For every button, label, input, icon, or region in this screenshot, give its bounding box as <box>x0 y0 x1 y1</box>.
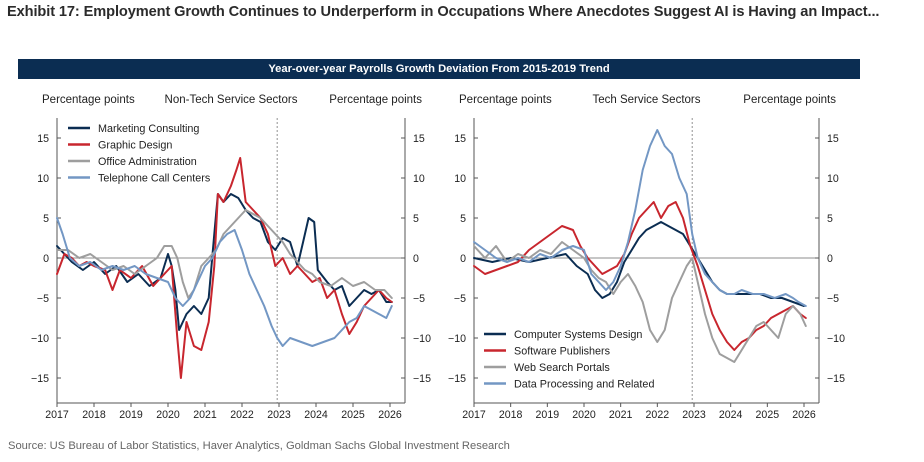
panel2-xtick-label: 2026 <box>792 409 816 421</box>
panel1-xtick-label: 2022 <box>230 409 254 421</box>
panel2-legend-label: Computer Systems Design <box>514 329 642 341</box>
panel1-ytick-label-left: 10 <box>37 173 49 185</box>
panel2-ytick-label-right: 15 <box>827 133 839 145</box>
panel2-ytick-label-left: 15 <box>454 133 466 145</box>
panel1-ytick-label-right: 5 <box>413 213 419 225</box>
panel2-xtick-label: 2017 <box>462 409 486 421</box>
exhibit-title: Exhibit 17: Employment Growth Continues … <box>7 4 880 20</box>
panel2-ylabel-left: Percentage points <box>459 94 552 106</box>
panel2-ytick-label-left: −5 <box>454 293 466 305</box>
panel1-ylabel-left: Percentage points <box>42 94 135 106</box>
panel2-ytick-label-left: 5 <box>460 213 466 225</box>
panel2-ytick-label-left: −15 <box>448 373 466 385</box>
panel1-series-office-administration <box>56 209 393 299</box>
panel2-xtick-label: 2023 <box>682 409 706 421</box>
panel1-ytick-label-right: −5 <box>413 293 425 305</box>
panel1-legend-label: Office Administration <box>98 156 197 168</box>
panel2-xtick-label: 2019 <box>536 409 560 421</box>
panel1-ytick-label-left: −10 <box>31 333 49 345</box>
panel2-legend-label: Data Processing and Related <box>514 379 654 391</box>
panel1-xtick-label: 2023 <box>267 409 291 421</box>
panel1-ylabel-right: Percentage points <box>329 94 422 106</box>
panel2-xtick-label: 2022 <box>646 409 670 421</box>
panel1-ytick-label-left: 0 <box>43 253 49 265</box>
panel1-ytick-label-right: 0 <box>413 253 419 265</box>
panel1-ytick-label-left: 15 <box>37 133 49 145</box>
panel1-series-telephone-call-centers <box>56 217 393 347</box>
panel1-ytick-label-left: −5 <box>37 293 49 305</box>
panel2-ylabel-right: Percentage points <box>743 94 836 106</box>
panel1-xtick-label: 2020 <box>156 409 180 421</box>
panel2-xtick-label: 2020 <box>572 409 596 421</box>
panel2-ytick-label-right: 0 <box>827 253 833 265</box>
panel2-series-data-processing-and-related <box>473 129 807 307</box>
panel2-xtick-label: 2018 <box>499 409 523 421</box>
panel1-ytick-label-right: −15 <box>413 373 431 385</box>
panel2-xtick-label: 2021 <box>609 409 633 421</box>
panel2-ytick-label-right: −15 <box>827 373 845 385</box>
panel1-legend-label: Graphic Design <box>98 140 172 152</box>
panel2-legend-label: Software Publishers <box>514 346 611 358</box>
panel1-xtick-label: 2019 <box>119 409 143 421</box>
panel1-xtick-label: 2025 <box>341 409 365 421</box>
source-note: Source: US Bureau of Labor Statistics, H… <box>8 440 510 452</box>
panel2-xtick-label: 2024 <box>719 409 743 421</box>
panel1-xtick-label: 2024 <box>304 409 328 421</box>
panel2-series-software-publishers <box>473 201 807 351</box>
panel2-ytick-label-left: 10 <box>454 173 466 185</box>
panel1-ytick-label-left: −15 <box>31 373 49 385</box>
panel2-ytick-label-left: 0 <box>460 253 466 265</box>
panel2-ytick-label-right: 10 <box>827 173 839 185</box>
panel1-title: Non-Tech Service Sectors <box>165 94 298 106</box>
panel1-ytick-label-left: 5 <box>43 213 49 225</box>
panel1-ytick-label-right: 10 <box>413 173 425 185</box>
panel1-xtick-label: 2017 <box>45 409 69 421</box>
panel1-series-graphic-design <box>56 157 393 379</box>
panel1-ytick-label-right: −10 <box>413 333 431 345</box>
panel2-title: Tech Service Sectors <box>592 94 700 106</box>
panel2-ytick-label-right: −10 <box>827 333 845 345</box>
panel1-series-marketing-consulting <box>56 193 393 331</box>
chart-banner: Year-over-year Payrolls Growth Deviation… <box>18 59 860 79</box>
panel2-ytick-label-right: −5 <box>827 293 839 305</box>
panel2-series-computer-systems-design <box>473 221 805 307</box>
panel1-xtick-label: 2021 <box>193 409 217 421</box>
panel2-ytick-label-right: 5 <box>827 213 833 225</box>
panel2-ytick-label-left: −10 <box>448 333 466 345</box>
panel1-ytick-label-right: 15 <box>413 133 425 145</box>
panel1-xtick-label: 2026 <box>378 409 402 421</box>
panel1-legend-label: Telephone Call Centers <box>98 173 211 185</box>
panel2-xtick-label: 2025 <box>756 409 780 421</box>
panel2-legend-label: Web Search Portals <box>514 362 610 374</box>
panel1-legend-label: Marketing Consulting <box>98 123 199 135</box>
panel2-series-web-search-portals <box>473 241 807 363</box>
panel1-xtick-label: 2018 <box>82 409 106 421</box>
